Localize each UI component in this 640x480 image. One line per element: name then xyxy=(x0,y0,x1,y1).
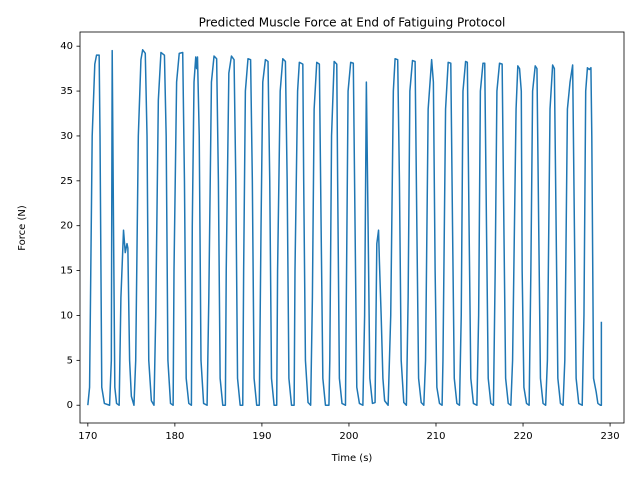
y-tick-label: 25 xyxy=(60,176,73,187)
x-tick-label: 180 xyxy=(165,431,184,442)
y-tick-label: 35 xyxy=(60,86,73,97)
x-tick-label: 230 xyxy=(601,431,620,442)
x-tick-label: 210 xyxy=(426,431,445,442)
y-tick-label: 10 xyxy=(60,310,73,321)
x-axis-label: Time (s) xyxy=(331,453,373,464)
axes-frame xyxy=(79,31,625,424)
y-tick-label: 40 xyxy=(60,41,73,52)
y-tick-label: 20 xyxy=(60,221,73,232)
chart-title: Predicted Muscle Force at End of Fatigui… xyxy=(199,16,506,30)
y-tick-label: 15 xyxy=(60,266,73,277)
x-tick-label: 220 xyxy=(513,431,532,442)
y-tick-label: 5 xyxy=(67,355,73,366)
y-tick-label: 30 xyxy=(60,131,73,142)
y-tick-label: 0 xyxy=(67,400,73,411)
x-tick-label: 190 xyxy=(252,431,271,442)
data-line xyxy=(87,49,603,406)
y-axis-label: Force (N) xyxy=(17,205,28,251)
x-tick-label: 170 xyxy=(78,431,97,442)
x-tick-label: 200 xyxy=(339,431,358,442)
